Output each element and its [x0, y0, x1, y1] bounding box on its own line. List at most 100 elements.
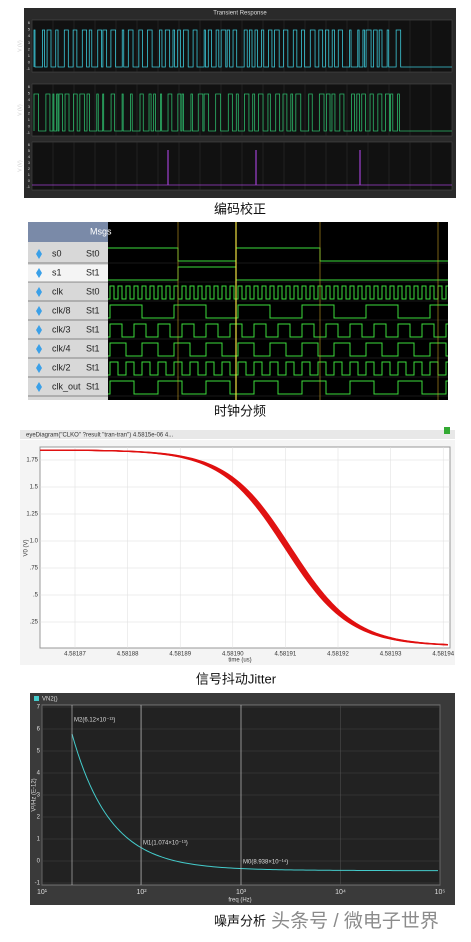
window-title: eyeDiagram("CLKO" ?result "tran-tran") 4…: [26, 433, 174, 439]
y-axis-label: V (V): [17, 40, 23, 52]
caption: 时钟分频: [214, 403, 266, 418]
x-tick-label: 4.58193: [380, 652, 402, 658]
window-titlebar: [20, 430, 455, 439]
y-tick-label: 1: [37, 837, 41, 843]
y-tick-label: 6: [28, 20, 31, 25]
caption: 编码校正: [214, 201, 266, 216]
signal-icon: [36, 344, 42, 354]
x-tick-label: 10³: [236, 889, 247, 896]
marker-label: M2(6.12×10⁻¹³): [74, 718, 115, 724]
y-tick-label: 5: [28, 148, 31, 153]
x-axis-label: freq (Hz): [228, 898, 251, 904]
y-tick-label: 1: [28, 117, 31, 122]
caption: 噪声分析: [214, 913, 266, 928]
legend: VN2(): [42, 697, 58, 703]
signal-value: St1: [86, 362, 100, 372]
y-tick-label: 0: [37, 859, 41, 865]
y-tick-label: 7: [37, 705, 41, 711]
signal-icon: [36, 249, 42, 259]
eye-trace: [39, 449, 449, 646]
y-tick-label: .25: [30, 620, 39, 626]
y-tick-label: 0: [28, 123, 31, 128]
y-tick-label: 1: [28, 53, 31, 58]
transient-title: Transient Response: [213, 11, 267, 17]
y-axis-label: V²/Hz (E-12): [32, 778, 38, 811]
y-tick-label: 2: [28, 46, 31, 51]
y-tick-label: 4: [28, 154, 31, 159]
y-tick-label: 5: [28, 91, 31, 96]
signal-value: St1: [86, 267, 100, 277]
signal-icon: [36, 268, 42, 278]
caption: 信号抖动Jitter: [196, 671, 277, 686]
waveform: [33, 93, 452, 132]
noise-curve: [71, 733, 439, 872]
y-tick-label: 2: [28, 166, 31, 171]
y-tick-label: -1: [26, 66, 30, 71]
waveform: [108, 361, 448, 376]
y-tick-label: 4: [28, 97, 31, 102]
waveform: [108, 342, 448, 357]
x-tick-label: 4.58192: [327, 652, 349, 658]
y-tick-label: 1.0: [30, 539, 39, 545]
y-tick-label: 4: [37, 771, 41, 777]
y-tick-label: 6: [28, 84, 31, 89]
x-tick-label: 10¹: [37, 889, 48, 896]
y-tick-label: -1: [26, 184, 30, 189]
signal-name: s1: [52, 267, 62, 277]
signal-icon: [36, 287, 42, 297]
y-axis-label: V0 (V): [24, 539, 30, 556]
waveform: [108, 323, 448, 338]
watermark: 头条号 / 微电子世界: [271, 910, 439, 932]
waveform: [108, 380, 448, 395]
legend-swatch: [34, 696, 39, 701]
y-tick-label: 1.5: [30, 485, 39, 491]
waveform: [108, 266, 448, 281]
y-tick-label: 4: [28, 33, 31, 38]
y-tick-label: -1: [26, 130, 30, 135]
x-tick-label: 10⁴: [335, 889, 346, 896]
marker-label: M0(8.938×10⁻¹⁴): [243, 859, 288, 866]
y-tick-label: 0: [28, 178, 31, 183]
y-tick-label: 5: [28, 27, 31, 32]
signal-value: St1: [86, 305, 100, 315]
x-tick-label: 4.58194: [432, 652, 454, 658]
x-tick-label: 4.58190: [222, 652, 244, 658]
y-tick-label: 1.75: [26, 458, 38, 464]
signal-value: St1: [86, 381, 100, 391]
y-tick-label: 1: [28, 172, 31, 177]
signal-name: clk: [52, 286, 63, 296]
list-header: [28, 222, 108, 242]
y-tick-label: 3: [28, 40, 31, 45]
y-tick-label: 3: [28, 104, 31, 109]
x-axis-label: time (us): [228, 658, 251, 664]
row-highlight: [28, 265, 108, 282]
x-tick-label: 4.58189: [169, 652, 191, 658]
y-tick-label: 1.25: [26, 512, 38, 518]
y-tick-label: 3: [28, 160, 31, 165]
signal-name: clk/2: [52, 362, 71, 372]
y-axis-label: V (V): [17, 104, 23, 116]
y-tick-label: 6: [28, 142, 31, 147]
signal-value: St1: [86, 324, 100, 334]
waveform: [108, 304, 448, 319]
y-tick-label: .75: [30, 566, 39, 572]
signal-value: St1: [86, 343, 100, 353]
signal-icon: [36, 325, 42, 335]
signal-icon: [36, 363, 42, 373]
x-tick-label: 4.58191: [275, 652, 297, 658]
y-tick-label: 0: [28, 59, 31, 64]
x-tick-label: 10⁵: [435, 889, 446, 896]
signal-name: clk/3: [52, 324, 71, 334]
signal-icon: [36, 306, 42, 316]
status-icon: [444, 427, 450, 434]
x-tick-label: 10²: [136, 889, 147, 896]
eye-plot: [39, 446, 451, 649]
signal-name: clk_out: [52, 381, 81, 391]
marker-label: M1(1.074×10⁻¹³): [143, 841, 188, 847]
y-axis-label: V (V): [17, 160, 23, 172]
x-tick-label: 4.58188: [117, 652, 139, 658]
signal-name: clk/4: [52, 343, 71, 353]
x-tick-label: 4.58187: [64, 652, 86, 658]
